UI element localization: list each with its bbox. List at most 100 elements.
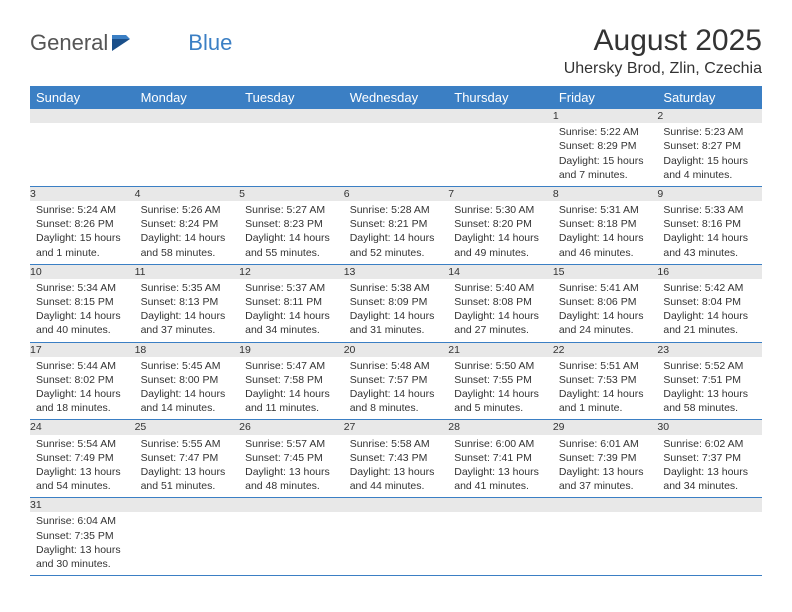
day-header: Saturday xyxy=(657,86,762,109)
day-cell: Sunrise: 5:55 AMSunset: 7:47 PMDaylight:… xyxy=(135,435,240,498)
day-cell: Sunrise: 5:38 AMSunset: 8:09 PMDaylight:… xyxy=(344,279,449,342)
day-line: Sunrise: 5:30 AM xyxy=(454,203,547,217)
month-title: August 2025 xyxy=(564,24,762,58)
day-cell xyxy=(553,512,658,575)
day-line: Sunset: 8:08 PM xyxy=(454,295,547,309)
day-line: Sunrise: 5:37 AM xyxy=(245,281,338,295)
day-cell: Sunrise: 5:34 AMSunset: 8:15 PMDaylight:… xyxy=(30,279,135,342)
week-daynum-row: 12 xyxy=(30,109,762,123)
day-line: Daylight: 14 hours and 14 minutes. xyxy=(141,387,234,415)
day-line: Sunset: 8:26 PM xyxy=(36,217,129,231)
day-line: Sunrise: 5:55 AM xyxy=(141,437,234,451)
day-line: Sunset: 7:43 PM xyxy=(350,451,443,465)
day-number xyxy=(448,109,553,123)
day-line: Sunrise: 5:58 AM xyxy=(350,437,443,451)
day-line: Daylight: 14 hours and 24 minutes. xyxy=(559,309,652,337)
day-line: Daylight: 14 hours and 37 minutes. xyxy=(141,309,234,337)
day-number xyxy=(30,109,135,123)
day-line: Sunset: 8:27 PM xyxy=(663,139,756,153)
day-number: 22 xyxy=(553,342,658,357)
day-number xyxy=(448,498,553,513)
week-content-row: Sunrise: 5:44 AMSunset: 8:02 PMDaylight:… xyxy=(30,357,762,420)
day-number xyxy=(344,109,449,123)
day-line: Sunset: 7:49 PM xyxy=(36,451,129,465)
day-header: Monday xyxy=(135,86,240,109)
title-block: August 2025 Uhersky Brod, Zlin, Czechia xyxy=(564,24,762,78)
day-cell xyxy=(135,512,240,575)
day-number xyxy=(239,498,344,513)
day-line: Daylight: 13 hours and 51 minutes. xyxy=(141,465,234,493)
day-line: Daylight: 13 hours and 34 minutes. xyxy=(663,465,756,493)
day-line: Sunrise: 5:22 AM xyxy=(559,125,652,139)
day-line: Daylight: 13 hours and 37 minutes. xyxy=(559,465,652,493)
day-number: 27 xyxy=(344,420,449,435)
week-content-row: Sunrise: 5:24 AMSunset: 8:26 PM Daylight:… xyxy=(30,201,762,264)
day-line: Sunset: 8:09 PM xyxy=(350,295,443,309)
day-header: Thursday xyxy=(448,86,553,109)
day-line: Daylight: 14 hours and 55 minutes. xyxy=(245,231,338,259)
day-line: Daylight: 14 hours and 58 minutes. xyxy=(141,231,234,259)
day-line: Sunset: 8:00 PM xyxy=(141,373,234,387)
day-number xyxy=(239,109,344,123)
day-line: Sunset: 7:41 PM xyxy=(454,451,547,465)
day-line: Sunset: 8:29 PM xyxy=(559,139,652,153)
day-cell xyxy=(344,512,449,575)
day-number: 24 xyxy=(30,420,135,435)
day-number: 11 xyxy=(135,264,240,279)
day-cell xyxy=(448,512,553,575)
day-line: Daylight: 14 hours and 46 minutes. xyxy=(559,231,652,259)
day-line: Sunrise: 5:24 AM xyxy=(36,203,129,217)
week-daynum-row: 31 xyxy=(30,498,762,513)
day-number: 5 xyxy=(239,186,344,201)
day-cell: Sunrise: 5:27 AMSunset: 8:23 PMDaylight:… xyxy=(239,201,344,264)
page-header: General Blue August 2025 Uhersky Brod, Z… xyxy=(30,24,762,78)
day-cell xyxy=(30,123,135,186)
day-cell xyxy=(657,512,762,575)
day-line: Sunrise: 5:57 AM xyxy=(245,437,338,451)
day-number xyxy=(135,109,240,123)
day-number: 31 xyxy=(30,498,135,513)
day-line: Daylight: 14 hours and 21 minutes. xyxy=(663,309,756,337)
day-cell: Sunrise: 5:42 AMSunset: 8:04 PMDaylight:… xyxy=(657,279,762,342)
day-cell: Sunrise: 5:31 AMSunset: 8:18 PMDaylight:… xyxy=(553,201,658,264)
day-cell: Sunrise: 5:41 AMSunset: 8:06 PMDaylight:… xyxy=(553,279,658,342)
day-line: Sunset: 7:55 PM xyxy=(454,373,547,387)
day-line: Daylight: 15 hours and 7 minutes. xyxy=(559,154,652,182)
day-line: Sunrise: 6:02 AM xyxy=(663,437,756,451)
day-cell xyxy=(448,123,553,186)
day-line: Daylight: 13 hours and 48 minutes. xyxy=(245,465,338,493)
day-line: Daylight: 14 hours and 43 minutes. xyxy=(663,231,756,259)
day-line: Sunset: 7:37 PM xyxy=(663,451,756,465)
day-cell: Sunrise: 5:54 AMSunset: 7:49 PMDaylight:… xyxy=(30,435,135,498)
week-daynum-row: 10111213141516 xyxy=(30,264,762,279)
day-line: Sunset: 7:53 PM xyxy=(559,373,652,387)
day-line: Sunrise: 6:04 AM xyxy=(36,514,129,528)
day-number: 15 xyxy=(553,264,658,279)
day-line: Daylight: 14 hours and 52 minutes. xyxy=(350,231,443,259)
day-cell: Sunrise: 6:00 AMSunset: 7:41 PMDaylight:… xyxy=(448,435,553,498)
day-cell: Sunrise: 6:01 AMSunset: 7:39 PMDaylight:… xyxy=(553,435,658,498)
day-line: Sunset: 8:18 PM xyxy=(559,217,652,231)
day-line: Sunset: 7:35 PM xyxy=(36,529,129,543)
day-number: 7 xyxy=(448,186,553,201)
day-cell: Sunrise: 6:04 AMSunset: 7:35 PMDaylight:… xyxy=(30,512,135,575)
day-line: Sunrise: 5:45 AM xyxy=(141,359,234,373)
day-line: Sunset: 8:24 PM xyxy=(141,217,234,231)
logo-text-general: General xyxy=(30,30,108,56)
day-header: Sunday xyxy=(30,86,135,109)
day-line: Sunrise: 5:50 AM xyxy=(454,359,547,373)
day-cell: Sunrise: 5:57 AMSunset: 7:45 PMDaylight:… xyxy=(239,435,344,498)
day-line: Sunrise: 5:38 AM xyxy=(350,281,443,295)
week-daynum-row: 3456789 xyxy=(30,186,762,201)
day-number: 20 xyxy=(344,342,449,357)
week-content-row: Sunrise: 5:34 AMSunset: 8:15 PMDaylight:… xyxy=(30,279,762,342)
day-line: Daylight: 13 hours and 58 minutes. xyxy=(663,387,756,415)
day-line: Daylight: 14 hours and 1 minute. xyxy=(559,387,652,415)
day-number: 8 xyxy=(553,186,658,201)
day-number xyxy=(553,498,658,513)
day-line: Daylight: 14 hours and 5 minutes. xyxy=(454,387,547,415)
calendar-table: SundayMondayTuesdayWednesdayThursdayFrid… xyxy=(30,86,762,576)
day-number: 12 xyxy=(239,264,344,279)
day-line: Sunrise: 5:42 AM xyxy=(663,281,756,295)
day-number: 3 xyxy=(30,186,135,201)
